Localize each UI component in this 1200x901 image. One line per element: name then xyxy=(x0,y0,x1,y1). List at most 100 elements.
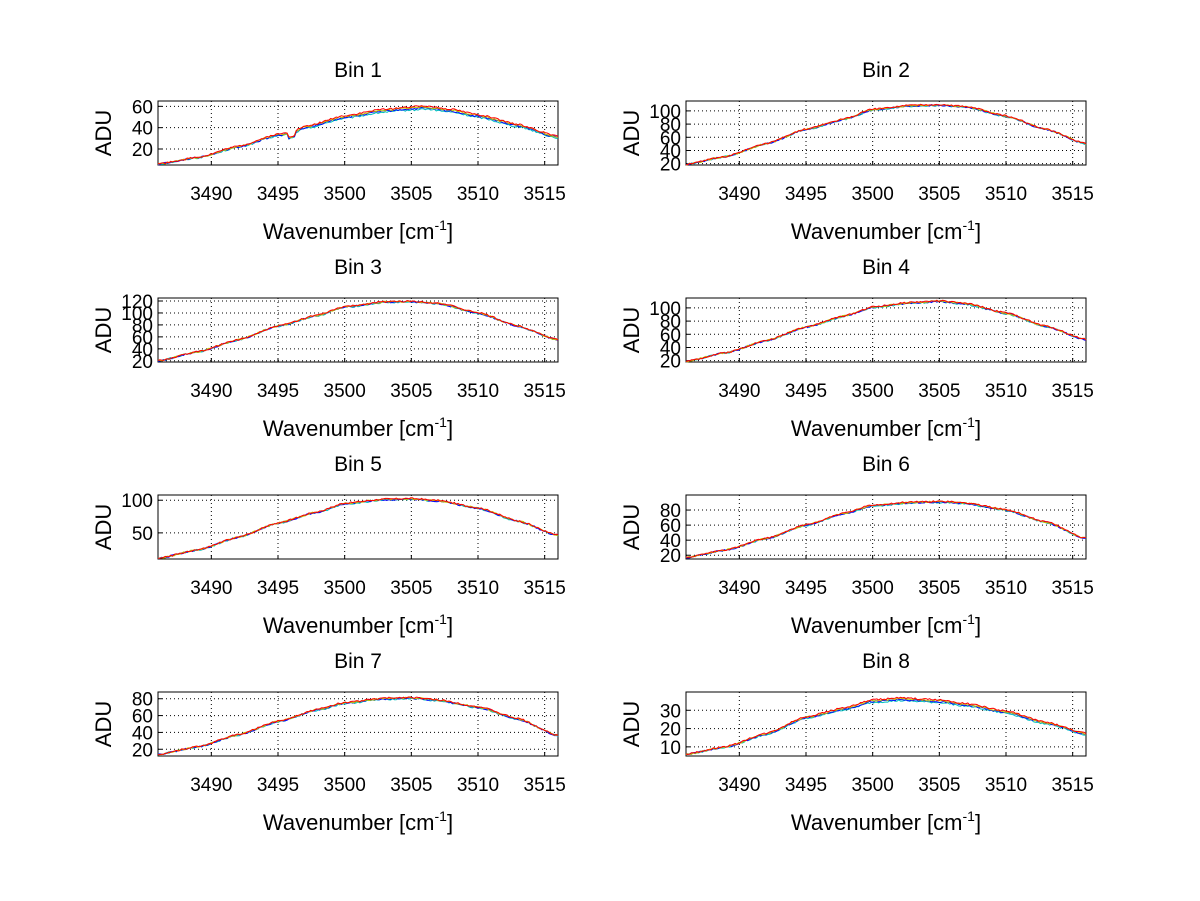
series-line xyxy=(685,696,1087,756)
x-tick-label: 3505 xyxy=(390,381,432,402)
axes-box xyxy=(157,691,559,757)
y-tick-label: 40 xyxy=(132,723,153,744)
x-tick-label: 3490 xyxy=(190,775,232,796)
x-tick-label: 3500 xyxy=(852,381,894,402)
y-axis-label: ADU xyxy=(619,110,644,156)
y-tick-label: 40 xyxy=(132,340,153,361)
y-tick-label: 60 xyxy=(660,128,681,149)
y-tick-label: 10 xyxy=(660,738,681,759)
x-tick-label: 3490 xyxy=(718,381,760,402)
y-tick-label: 100 xyxy=(649,299,681,320)
y-tick-label: 80 xyxy=(132,316,153,337)
series-line xyxy=(157,497,559,559)
y-tick-label: 80 xyxy=(660,501,681,522)
x-tick-label: 3505 xyxy=(918,578,960,599)
x-tick-label: 3515 xyxy=(1052,381,1094,402)
series-line xyxy=(157,696,559,756)
x-tick-label: 3495 xyxy=(257,578,299,599)
x-tick-label: 3490 xyxy=(190,381,232,402)
y-axis-label: ADU xyxy=(91,307,116,353)
x-tick-label: 3515 xyxy=(524,184,566,205)
axes-box xyxy=(685,494,1087,560)
x-tick-label: 3500 xyxy=(852,775,894,796)
x-tick-label: 3490 xyxy=(718,775,760,796)
x-tick-label: 3510 xyxy=(985,381,1027,402)
x-tick-label: 3515 xyxy=(1052,184,1094,205)
axes-box xyxy=(157,494,559,560)
y-tick-label: 40 xyxy=(660,338,681,359)
series-line xyxy=(157,105,559,165)
y-tick-label: 20 xyxy=(132,140,153,161)
x-tick-label: 3510 xyxy=(985,184,1027,205)
x-tick-label: 3505 xyxy=(918,775,960,796)
y-axis-label: ADU xyxy=(91,504,116,550)
x-tick-label: 3500 xyxy=(852,578,894,599)
y-tick-label: 60 xyxy=(132,328,153,349)
x-tick-label: 3490 xyxy=(718,184,760,205)
x-tick-label: 3495 xyxy=(257,184,299,205)
x-axis-label: Wavenumber [cm-1] xyxy=(791,808,981,835)
x-tick-label: 3515 xyxy=(524,578,566,599)
y-tick-label: 80 xyxy=(660,312,681,333)
x-tick-label: 3500 xyxy=(324,775,366,796)
x-tick-label: 3510 xyxy=(457,578,499,599)
x-tick-label: 3505 xyxy=(390,578,432,599)
x-tick-label: 3510 xyxy=(985,578,1027,599)
y-tick-label: 20 xyxy=(660,720,681,741)
axes-box xyxy=(685,691,1087,757)
y-axis-label: ADU xyxy=(91,701,116,747)
subplot-title: Bin 2 xyxy=(862,59,910,82)
x-tick-label: 3500 xyxy=(324,381,366,402)
x-axis-label: Wavenumber [cm-1] xyxy=(791,217,981,244)
x-axis-label: Wavenumber [cm-1] xyxy=(263,808,453,835)
y-tick-label: 120 xyxy=(121,292,153,313)
axes-box xyxy=(157,100,559,166)
subplot-title: Bin 4 xyxy=(862,256,910,279)
subplot-title: Bin 6 xyxy=(862,453,910,476)
subplot-title: Bin 7 xyxy=(334,650,382,673)
subplot-title: Bin 1 xyxy=(334,59,382,82)
subplot-title: Bin 5 xyxy=(334,453,382,476)
x-tick-label: 3505 xyxy=(918,381,960,402)
y-tick-label: 80 xyxy=(660,115,681,136)
x-axis-label: Wavenumber [cm-1] xyxy=(791,414,981,441)
series-line xyxy=(685,103,1087,166)
subplot-title: Bin 8 xyxy=(862,650,910,673)
x-tick-label: 3515 xyxy=(524,775,566,796)
axes-box xyxy=(685,100,1087,166)
y-tick-label: 100 xyxy=(649,102,681,123)
axes-box xyxy=(157,297,559,363)
x-tick-label: 3495 xyxy=(257,381,299,402)
y-axis-label: ADU xyxy=(619,701,644,747)
x-tick-label: 3505 xyxy=(390,184,432,205)
x-tick-label: 3490 xyxy=(190,578,232,599)
y-tick-label: 80 xyxy=(132,690,153,711)
x-axis-label: Wavenumber [cm-1] xyxy=(791,611,981,638)
x-axis-label: Wavenumber [cm-1] xyxy=(263,611,453,638)
x-tick-label: 3515 xyxy=(524,381,566,402)
x-tick-label: 3495 xyxy=(257,775,299,796)
x-tick-label: 3510 xyxy=(457,775,499,796)
x-tick-label: 3510 xyxy=(457,184,499,205)
y-tick-label: 60 xyxy=(660,516,681,537)
y-tick-label: 40 xyxy=(132,119,153,140)
y-tick-label: 40 xyxy=(660,531,681,552)
x-tick-label: 3500 xyxy=(852,184,894,205)
y-tick-label: 20 xyxy=(132,740,153,761)
y-axis-label: ADU xyxy=(91,110,116,156)
y-tick-label: 100 xyxy=(121,304,153,325)
x-tick-label: 3510 xyxy=(985,775,1027,796)
x-tick-label: 3500 xyxy=(324,184,366,205)
y-tick-label: 20 xyxy=(660,546,681,567)
axes-box xyxy=(685,297,1087,363)
y-tick-label: 50 xyxy=(132,524,153,545)
y-tick-label: 60 xyxy=(132,707,153,728)
x-tick-label: 3495 xyxy=(785,578,827,599)
series-line xyxy=(685,500,1087,558)
x-tick-label: 3500 xyxy=(324,578,366,599)
